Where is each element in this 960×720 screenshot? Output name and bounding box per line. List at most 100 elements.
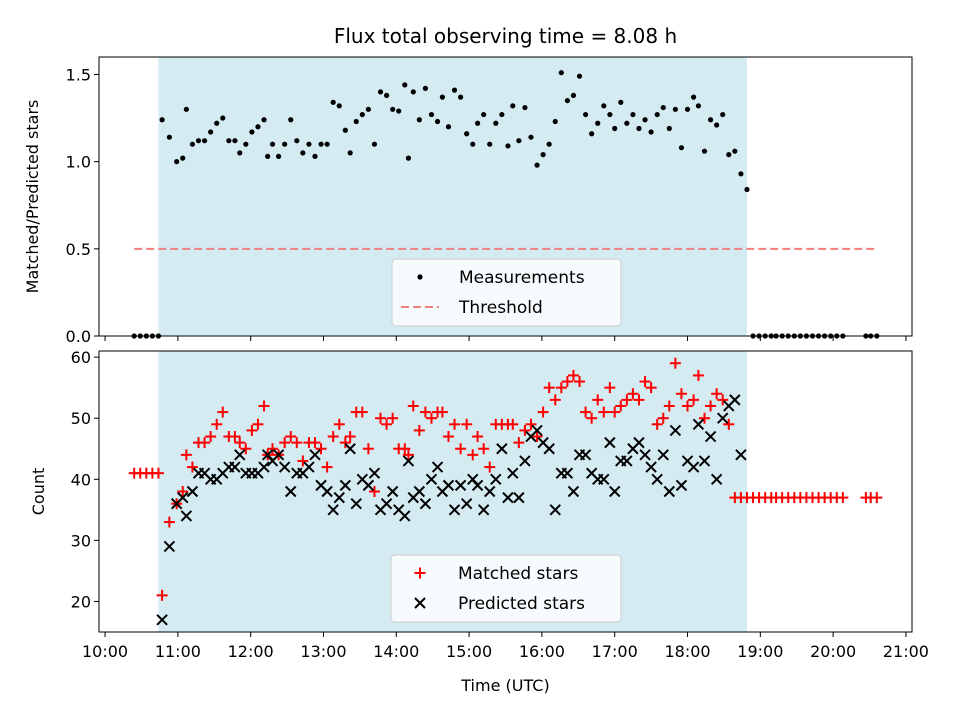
count-y-axis-label: Count [29, 468, 48, 516]
predicted-star-point [507, 467, 519, 479]
matched-star-point [180, 449, 192, 461]
measurement-point [612, 125, 618, 132]
x-tick-label: 14:00 [373, 642, 419, 661]
predicted-star-point [303, 461, 315, 473]
measurement-point [481, 111, 487, 118]
matched-star-point [381, 418, 393, 430]
matched-star-point [285, 431, 297, 443]
measurement-point [220, 115, 226, 121]
predicted-star-point [735, 449, 747, 461]
matched-star-point [163, 516, 175, 528]
x-tick-label: 16:00 [519, 642, 565, 661]
measurement-point [288, 117, 294, 123]
measurement-point [353, 118, 359, 125]
matched-star-point [609, 406, 621, 418]
matched-star-point [199, 437, 211, 449]
x-tick-label: 13:00 [300, 642, 346, 661]
legend-marker-measurements [417, 274, 423, 280]
predicted-star-point [543, 443, 555, 455]
matched-star-point [362, 443, 374, 455]
measurement-point [214, 120, 220, 126]
matched-star-point [177, 486, 189, 497]
matched-star-point [639, 376, 651, 388]
measurement-point [666, 125, 672, 132]
ratio-y-axis-label: Matched/Predicted stars [23, 100, 42, 294]
measurement-point [451, 87, 458, 93]
measurement-point [714, 122, 720, 128]
measurement-point [570, 92, 577, 98]
measurement-point [522, 104, 528, 111]
predicted-star-point [431, 461, 444, 473]
matched-star-point [615, 400, 627, 412]
matched-star-point [627, 388, 639, 400]
measurement-point [336, 103, 342, 109]
predicted-star-point [448, 504, 461, 516]
measurement-point [342, 127, 348, 133]
matched-star-point [651, 418, 663, 430]
x-tick-label: 12:00 [228, 642, 274, 661]
matched-star-point [604, 382, 616, 394]
predicted-star-point [484, 485, 496, 498]
measurement-point [558, 70, 564, 76]
predicted-star-point [163, 540, 176, 553]
ratio-marks [131, 70, 880, 339]
measurement-point [282, 141, 288, 147]
matched-star-point [425, 412, 437, 424]
legend-label-threshold: Threshold [458, 298, 543, 318]
predicted-star-point [156, 614, 168, 626]
predicted-star-point [502, 491, 514, 504]
measurement-point [383, 92, 390, 98]
predicted-star-point [413, 485, 426, 498]
matched-star-point [705, 400, 717, 412]
matched-star-point [152, 467, 164, 479]
matched-star-point [472, 431, 484, 443]
x-tick-label: 10:00 [82, 642, 128, 661]
matched-star-point [229, 431, 241, 443]
measurement-point [595, 120, 601, 126]
predicted-star-point [368, 467, 381, 479]
matched-star-point [205, 431, 217, 443]
predicted-star-point [285, 485, 297, 498]
measurement-point [371, 141, 378, 147]
ratio-axes-frame [98, 56, 913, 337]
measurement-point [377, 89, 384, 95]
matched-star-point [252, 418, 264, 430]
measurement-point [505, 143, 511, 149]
measurement-point [265, 153, 271, 159]
count-axes-frame [98, 350, 913, 633]
x-tick-label: 11:00 [155, 642, 201, 661]
measurement-point [201, 138, 208, 144]
matched-star-point [537, 406, 549, 418]
x-tick-label: 15:00 [446, 642, 492, 661]
measurement-point [654, 111, 660, 118]
measurement-point [732, 148, 738, 154]
matched-star-point [525, 418, 537, 430]
matched-star-point [871, 492, 883, 504]
measurement-point [516, 138, 522, 144]
predicted-star-point [716, 412, 729, 424]
matched-star-point [711, 388, 723, 400]
predicted-star-point [399, 510, 411, 522]
matched-star-point [327, 431, 339, 443]
count-y-tick-label: 50 [71, 409, 91, 428]
predicted-star-point [513, 491, 525, 504]
matched-star-point [279, 437, 291, 449]
matched-star-point [246, 424, 258, 436]
matched-star-point [333, 418, 345, 430]
matched-star-point [186, 461, 198, 473]
measurement-point [458, 94, 464, 100]
measurement-point [255, 124, 261, 130]
measurement-point [359, 111, 365, 118]
count-y-tick-label: 60 [71, 348, 91, 367]
matched-star-point [682, 400, 694, 412]
measurement-point [607, 111, 613, 118]
predicted-star-point [339, 479, 352, 492]
matched-star-point [419, 406, 431, 418]
predicted-star-point [333, 491, 345, 504]
measurement-point [159, 117, 165, 123]
matched-star-point [675, 388, 687, 400]
measurement-point [701, 148, 708, 154]
ratio-legend-box [391, 258, 622, 327]
matched-star-point [513, 437, 525, 449]
